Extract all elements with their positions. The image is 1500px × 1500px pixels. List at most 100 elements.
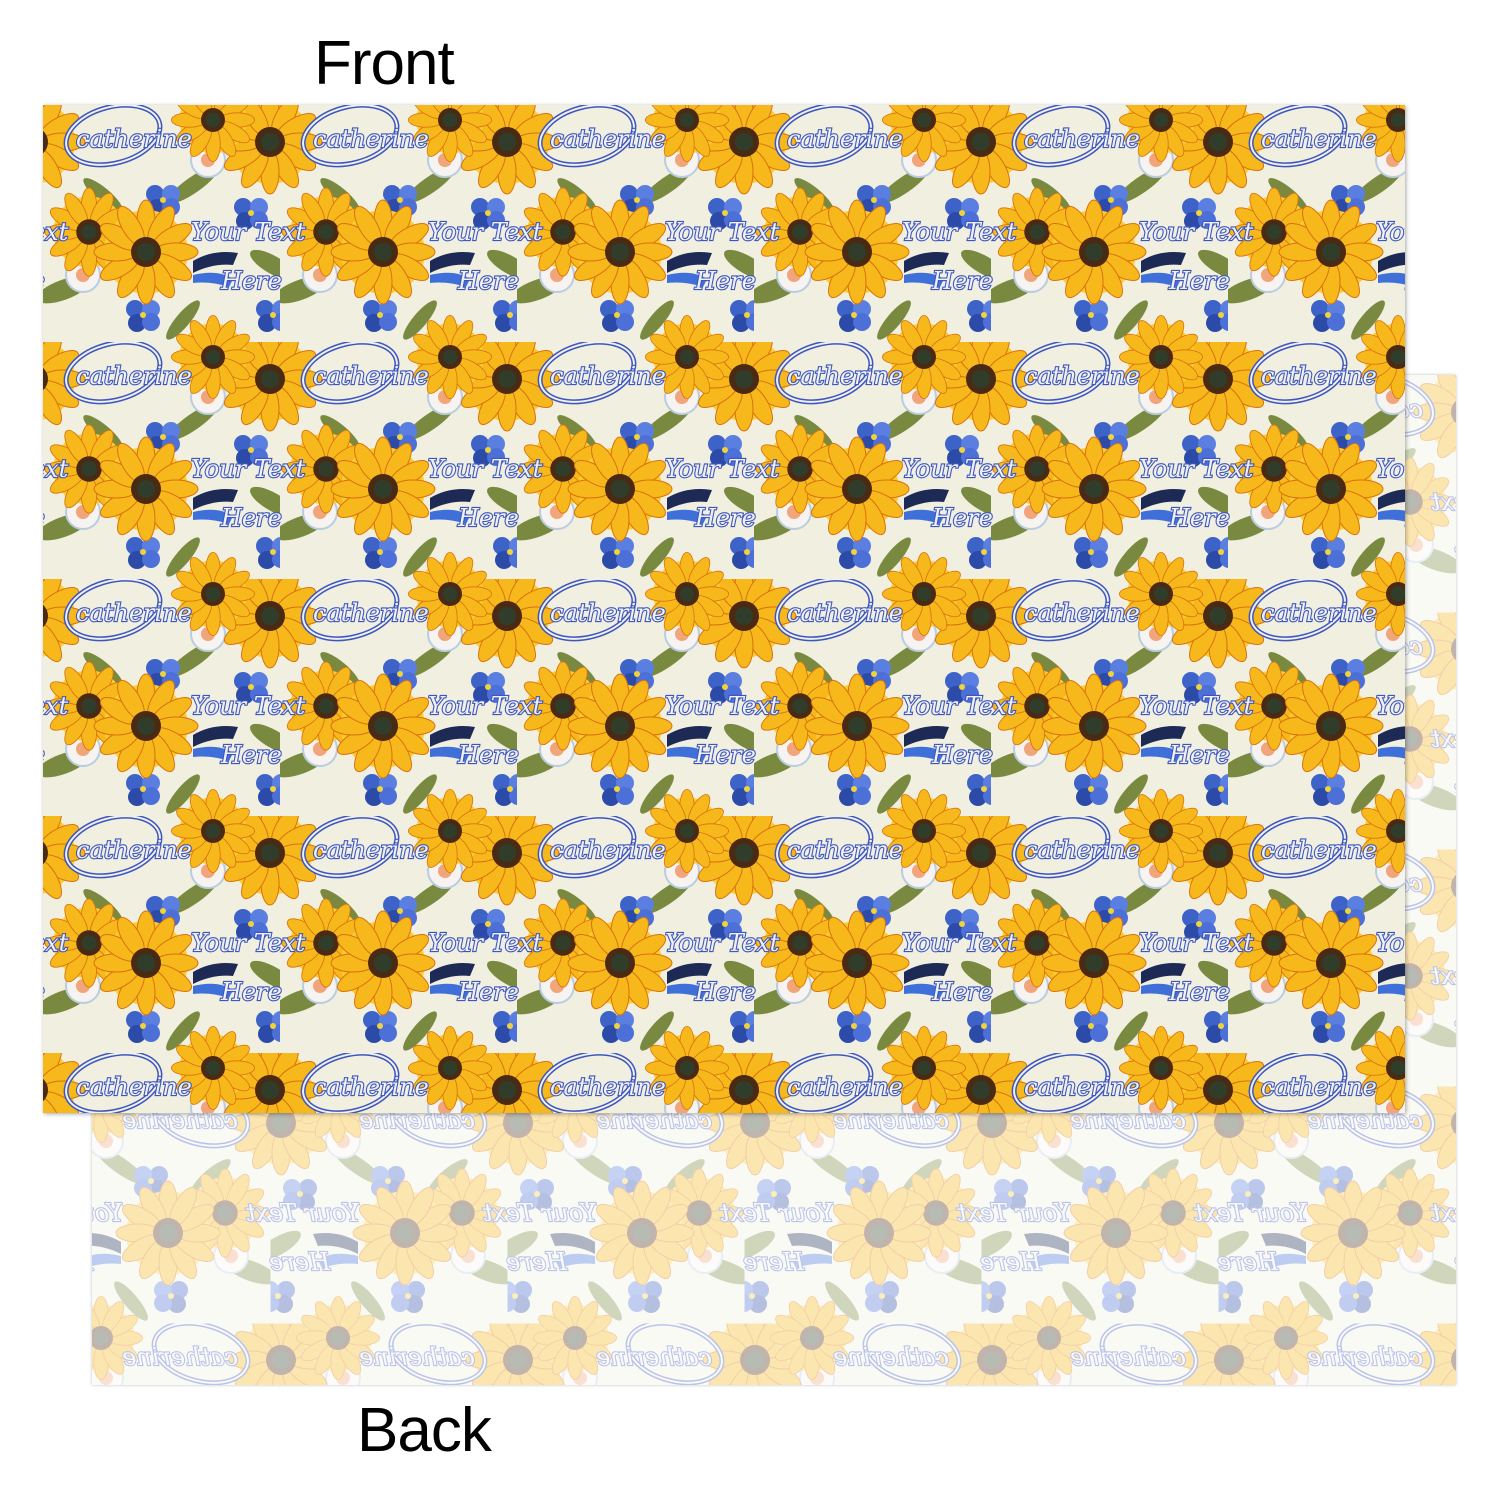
pattern-text-group: catherine Your Text Here (312, 598, 544, 770)
pattern-line2-text: Here (931, 978, 993, 1006)
pattern-line2-text: Here (1168, 978, 1230, 1006)
pattern-text-group: catherine Your Text Here (786, 598, 1018, 770)
pattern-text-group: catherine Your Text Here (1260, 1072, 1378, 1102)
pattern-text-group: catherine Your Text Here (43, 928, 70, 1007)
pattern-line2-text: Here (220, 267, 282, 295)
pattern-name-text: catherine (313, 836, 429, 864)
pattern-text-group: catherine Your Text Here (75, 361, 307, 533)
pattern-line1-text: Your Text (43, 218, 69, 246)
pattern-text-group: catherine Your Text Here (43, 691, 70, 770)
pattern-line1-text: Your Text (191, 218, 306, 246)
pattern-text-group: catherine Your Text Here (1260, 835, 1405, 1007)
pattern-line1-text: Your Text (191, 692, 306, 720)
pattern-line1-text: Your Text (1139, 692, 1254, 720)
pattern-line1-text: Your Text (1376, 455, 1405, 483)
front-sheet: catherine Your Text Here catherine Your … (43, 105, 1405, 1113)
pattern-text-group: catherine Your Text Here (549, 598, 781, 770)
pattern-line2-text: Here (43, 741, 45, 769)
pattern-name-text: catherine (550, 125, 666, 153)
pattern-name-text: catherine (76, 125, 192, 153)
pattern-line1-text: Your Text (902, 455, 1017, 483)
pattern-text-group: catherine Your Text Here (1260, 361, 1405, 533)
pattern-line1-text: Your Text (43, 692, 69, 720)
pattern-line2-text: Here (694, 267, 756, 295)
pattern-line1-text: Your Text (902, 929, 1017, 957)
pattern-text-group: catherine Your Text Here (1260, 124, 1405, 296)
pattern-name-text: catherine (1261, 362, 1377, 390)
pattern-line2-text: Here (457, 504, 519, 532)
pattern-line2-text: Here (43, 267, 45, 295)
pattern-name-text: catherine (76, 836, 192, 864)
pattern-name-text: catherine (550, 362, 666, 390)
pattern-line1-text: Your Text (428, 218, 543, 246)
pattern-text-group: catherine Your Text Here (312, 835, 544, 1007)
pattern-line1-text: Your Text (1376, 929, 1405, 957)
pattern-text-group: catherine Your Text Here (1023, 361, 1255, 533)
pattern-name-text: catherine (787, 362, 903, 390)
pattern-text-group: catherine Your Text Here (786, 361, 1018, 533)
pattern-text-group: catherine Your Text Here (312, 1072, 430, 1102)
pattern-line1-text: Your Text (665, 929, 780, 957)
pattern-line2-text: Here (43, 978, 45, 1006)
pattern-name-text: catherine (1261, 836, 1377, 864)
pattern-text-group: catherine Your Text Here (1023, 1072, 1141, 1102)
back-label: Back (357, 1396, 492, 1465)
pattern-line2-text: Here (1168, 267, 1230, 295)
pattern-line2-text: Here (43, 504, 45, 532)
pattern-text-group: catherine Your Text Here (549, 835, 781, 1007)
pattern-text-group: catherine Your Text Here (1023, 835, 1255, 1007)
pattern-name-text: catherine (1024, 1073, 1140, 1101)
pattern-line1-text: Your Text (902, 692, 1017, 720)
pattern-line1-text: Your Text (43, 455, 69, 483)
pattern-text-group: catherine Your Text Here (1023, 598, 1255, 770)
pattern-name-text: catherine (1024, 362, 1140, 390)
pattern-name-text: catherine (76, 1073, 192, 1101)
pattern-text-group: catherine Your Text Here (549, 1072, 667, 1102)
pattern-line2-text: Here (220, 504, 282, 532)
pattern-name-text: catherine (787, 1073, 903, 1101)
pattern-line2-text: Here (220, 741, 282, 769)
pattern-text-group: catherine Your Text Here (75, 835, 307, 1007)
pattern-name-text: catherine (1024, 836, 1140, 864)
pattern-name-text: catherine (76, 599, 192, 627)
pattern-line2-text: Here (1168, 741, 1230, 769)
pattern-line1-text: Your Text (1139, 929, 1254, 957)
pattern-name-text: catherine (550, 836, 666, 864)
pattern-text-group: catherine Your Text Here (1023, 124, 1255, 296)
pattern-line2-text: Here (457, 978, 519, 1006)
pattern-line1-text: Your Text (428, 692, 543, 720)
pattern-text-group: catherine Your Text Here (786, 124, 1018, 296)
pattern-name-text: catherine (787, 836, 903, 864)
pattern-line2-text: Here (931, 267, 993, 295)
pattern-line1-text: Your Text (1139, 218, 1254, 246)
pattern-name-text: catherine (787, 125, 903, 153)
pattern-name-text: catherine (550, 1073, 666, 1101)
pattern-text-group: catherine Your Text Here (43, 217, 70, 296)
pattern-text-group: catherine Your Text Here (43, 454, 70, 533)
pattern-line1-text: Your Text (1376, 692, 1405, 720)
pattern-name-text: catherine (1261, 1073, 1377, 1101)
pattern-text-group: catherine Your Text Here (312, 124, 544, 296)
pattern-line2-text: Here (457, 267, 519, 295)
pattern-name-text: catherine (1024, 125, 1140, 153)
pattern-name-text: catherine (787, 599, 903, 627)
pattern-name-text: catherine (550, 599, 666, 627)
pattern-text-group: catherine Your Text Here (786, 1072, 904, 1102)
pattern-text-group: catherine Your Text Here (549, 361, 781, 533)
pattern-line1-text: Your Text (191, 455, 306, 483)
pattern-line1-text: Your Text (1376, 218, 1405, 246)
pattern-name-text: catherine (1261, 125, 1377, 153)
front-pattern: catherine Your Text Here catherine Your … (43, 105, 1405, 1113)
pattern-line1-text: Your Text (1139, 455, 1254, 483)
pattern-line2-text: Here (931, 741, 993, 769)
pattern-line1-text: Your Text (428, 929, 543, 957)
pattern-line1-text: Your Text (665, 218, 780, 246)
pattern-text-group: catherine Your Text Here (549, 124, 781, 296)
pattern-name-text: catherine (313, 599, 429, 627)
pattern-line1-text: Your Text (43, 929, 69, 957)
pattern-line2-text: Here (220, 978, 282, 1006)
pattern-line1-text: Your Text (428, 455, 543, 483)
pattern-line1-text: Your Text (665, 692, 780, 720)
pattern-name-text: catherine (76, 362, 192, 390)
front-label: Front (314, 29, 455, 98)
